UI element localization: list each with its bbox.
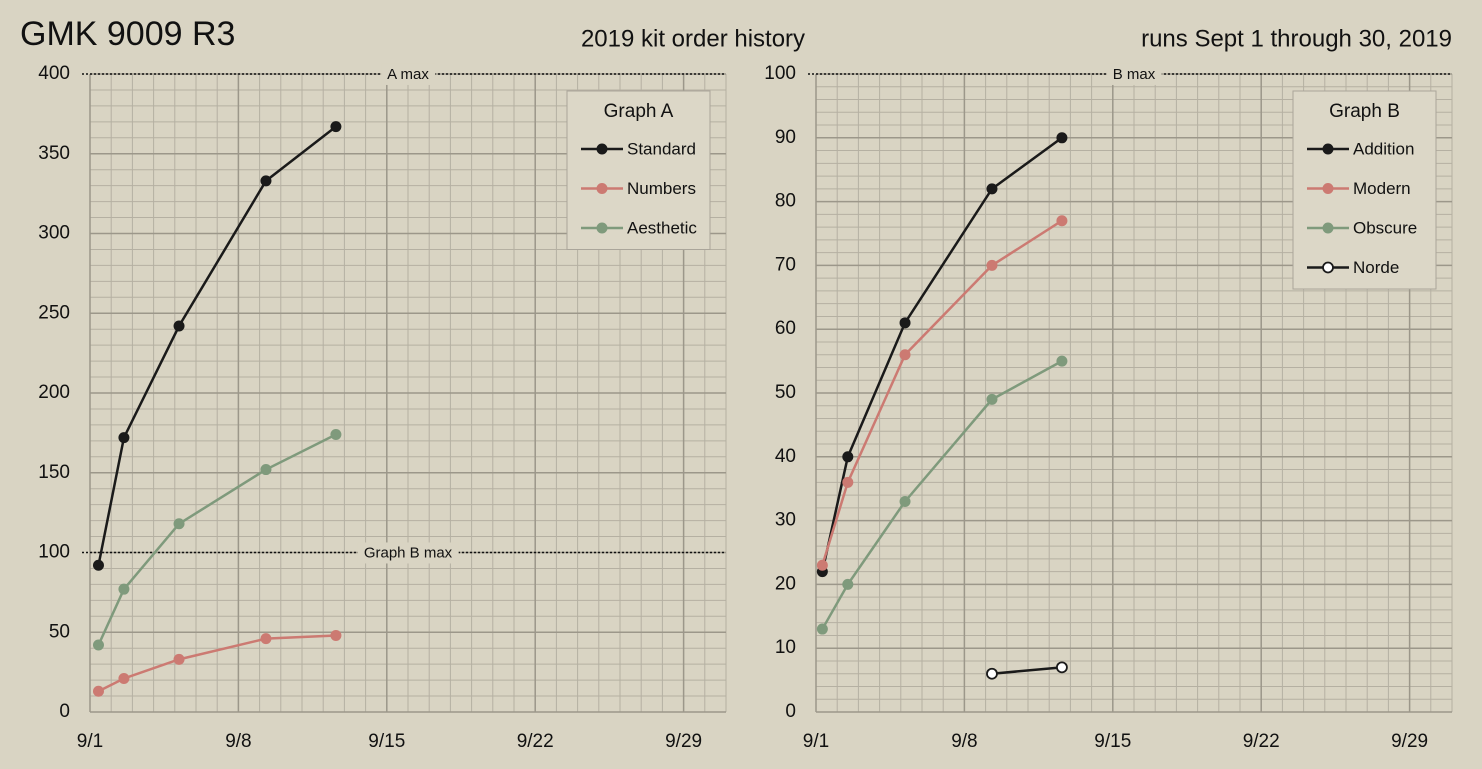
y-tick-label: 90 <box>775 127 796 148</box>
reference-label-bg <box>381 63 436 85</box>
legend-label: Modern <box>1353 179 1411 198</box>
y-tick-label: 60 <box>775 318 796 339</box>
legend-label: Addition <box>1353 139 1414 158</box>
y-tick-label: 100 <box>764 63 796 84</box>
y-tick-label: 0 <box>59 701 70 722</box>
y-tick-label: 400 <box>38 63 70 84</box>
data-point <box>986 259 998 271</box>
data-point <box>816 623 828 635</box>
data-point <box>260 464 272 476</box>
legend-label: Norde <box>1353 258 1399 277</box>
x-tick-label: 9/15 <box>368 731 405 752</box>
x-tick-label: 9/8 <box>951 731 977 752</box>
x-tick-label: 9/1 <box>803 731 829 752</box>
data-point <box>92 559 104 571</box>
legend-label: Standard <box>627 139 696 158</box>
data-point <box>842 578 854 590</box>
reference-label: A max <box>387 66 429 83</box>
data-point <box>330 428 342 440</box>
legend-marker <box>1322 222 1334 234</box>
y-tick-label: 30 <box>775 510 796 531</box>
legend-box <box>1292 90 1437 290</box>
chart: 9/1 9/8 9/15 9/22 9/29 0 10 20 30 40 50 60 70 80 90 100… <box>764 63 1453 752</box>
reference-label-bg <box>357 542 459 564</box>
legend-marker <box>1322 143 1334 155</box>
legend-marker <box>1322 183 1334 194</box>
page-subtitle: 2019 kit order history <box>581 25 805 52</box>
y-tick-label: 80 <box>775 191 796 212</box>
data-point <box>986 183 998 195</box>
legend-marker <box>596 183 608 194</box>
data-point <box>1056 661 1068 674</box>
legend-label: Aesthetic <box>627 218 697 237</box>
x-tick-label: 9/22 <box>1243 731 1280 752</box>
data-point <box>816 559 828 571</box>
x-tick-label: 9/29 <box>665 731 702 752</box>
data-point <box>118 583 130 595</box>
page-note: runs Sept 1 through 30, 2019 <box>1141 25 1452 52</box>
legend-marker <box>596 143 608 155</box>
legend-label: Obscure <box>1353 218 1417 237</box>
x-tick-label: 9/15 <box>1094 731 1131 752</box>
y-tick-label: 100 <box>38 542 70 563</box>
data-point <box>1056 355 1068 367</box>
data-point <box>118 673 130 685</box>
data-point <box>899 495 911 507</box>
y-tick-label: 50 <box>49 621 70 642</box>
legend-label: Numbers <box>627 179 696 198</box>
x-tick-label: 9/1 <box>77 731 103 752</box>
x-tick-label: 9/8 <box>225 731 251 752</box>
data-point <box>330 121 342 133</box>
y-tick-label: 0 <box>785 701 796 722</box>
y-tick-label: 300 <box>38 223 70 244</box>
legend-box <box>566 90 711 250</box>
series-line <box>991 666 1063 675</box>
y-tick-label: 20 <box>775 573 796 594</box>
y-tick-label: 250 <box>38 302 70 323</box>
legend-marker <box>1322 261 1334 274</box>
page-title: GMK 9009 R3 <box>20 15 235 53</box>
data-point <box>986 393 998 405</box>
x-tick-label: 9/29 <box>1391 731 1428 752</box>
data-point <box>899 317 911 329</box>
data-point <box>842 451 854 463</box>
data-point <box>260 633 272 645</box>
data-point <box>118 432 130 444</box>
reference-label-bg <box>1106 63 1162 85</box>
data-point <box>330 629 342 641</box>
data-point <box>1056 132 1068 144</box>
chart: 9/1 9/8 9/15 9/22 9/29 0 50 100 150 200 250 300 350 4… <box>38 63 727 752</box>
y-tick-label: 10 <box>775 637 796 658</box>
reference-label: Graph B max <box>364 544 453 561</box>
data-point <box>1056 215 1068 227</box>
x-tick-label: 9/22 <box>517 731 554 752</box>
data-point <box>899 349 911 361</box>
legend-marker <box>596 222 608 234</box>
y-tick-label: 150 <box>38 462 70 483</box>
y-tick-label: 350 <box>38 143 70 164</box>
y-tick-label: 50 <box>775 382 796 403</box>
data-point <box>173 653 185 665</box>
data-point <box>173 518 185 530</box>
legend-title: Graph B <box>1329 101 1400 122</box>
y-tick-label: 200 <box>38 382 70 403</box>
y-tick-label: 70 <box>775 254 796 275</box>
data-point <box>260 175 272 187</box>
data-point <box>92 685 104 697</box>
data-point <box>986 667 998 680</box>
data-point <box>842 476 854 488</box>
data-point <box>92 639 104 651</box>
reference-label: B max <box>1113 66 1156 83</box>
legend-title: Graph A <box>604 101 674 122</box>
y-tick-label: 40 <box>775 446 796 467</box>
data-point <box>173 320 185 332</box>
